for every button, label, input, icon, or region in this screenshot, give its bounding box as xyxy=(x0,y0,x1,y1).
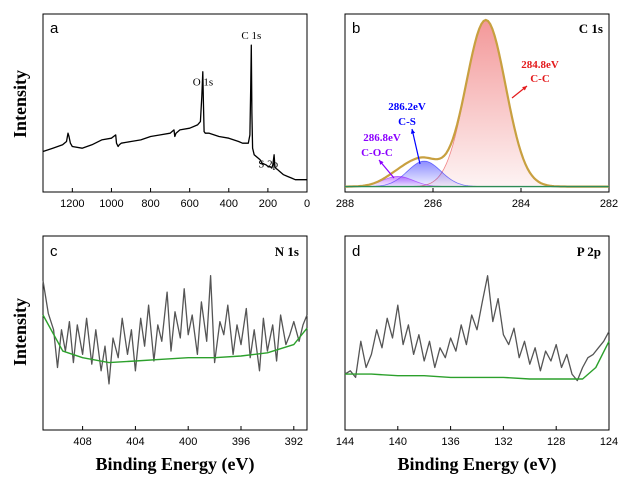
panel-a: a 1200 1000 800 600 400 200 0 C 1s O 1s S 2p xyxy=(42,13,310,210)
panel-b-frame xyxy=(344,13,610,193)
x-tick-label: 282 xyxy=(600,198,618,210)
data-series-line xyxy=(344,275,610,382)
panel-d-plot: 144 140 136 132 128 124 P 2p xyxy=(336,244,618,448)
x-tick-label: 140 xyxy=(389,436,407,448)
data-series-line xyxy=(42,275,308,385)
peak-bond-label: C-S xyxy=(398,116,416,128)
panel-c-letter: c xyxy=(50,243,58,260)
x-tick-label: 392 xyxy=(285,436,303,448)
peak-annotation: C 1s xyxy=(241,30,261,42)
x-tick-label: 200 xyxy=(259,198,277,210)
panel-b-plot: 288 286 284 282 C 1s 284.8eV C-C 286.2eV C-S 286.… xyxy=(336,18,618,210)
x-tick-label: 1000 xyxy=(99,198,123,210)
x-tick-label: 400 xyxy=(179,436,197,448)
x-tick-label: 144 xyxy=(336,436,354,448)
x-tick-label: 286 xyxy=(424,198,442,210)
panel-d-frame xyxy=(344,235,610,431)
panel-title: C 1s xyxy=(579,21,603,36)
x-tick-label: 600 xyxy=(180,198,198,210)
peak-annotation: S 2p xyxy=(258,158,278,170)
data-series-line xyxy=(42,44,307,181)
peak-bond-label: C-C xyxy=(530,73,550,85)
x-axis-title-right: Binding Energy (eV) xyxy=(397,454,556,475)
y-axis-title-top: Intensity xyxy=(10,70,30,138)
panel-title: N 1s xyxy=(275,244,299,259)
panel-d: d 144 140 136 132 128 124 P 2p xyxy=(336,235,618,448)
peak-energy-label: 286.8eV xyxy=(363,132,401,144)
panel-title: P 2p xyxy=(577,244,601,259)
x-axis-title-left: Binding Energy (eV) xyxy=(95,454,254,475)
x-tick-label: 800 xyxy=(141,198,159,210)
peak-energy-label: 284.8eV xyxy=(521,59,559,71)
x-tick-label: 284 xyxy=(512,198,530,210)
panel-c: c 408 404 400 396 392 N 1s xyxy=(42,235,308,448)
x-tick-label: 408 xyxy=(73,436,91,448)
annotation-arrow xyxy=(411,128,421,165)
panel-a-plot: 1200 1000 800 600 400 200 0 C 1s O 1s S 2p xyxy=(42,30,310,210)
y-axis-title-bottom: Intensity xyxy=(10,298,30,366)
peak-bond-label: C-O-C xyxy=(361,147,393,159)
data-series-line xyxy=(42,314,308,364)
x-tick-label: 132 xyxy=(494,436,512,448)
x-tick-label: 128 xyxy=(547,436,565,448)
x-tick-label: 400 xyxy=(220,198,238,210)
peak-energy-label: 286.2eV xyxy=(388,101,426,113)
panel-a-frame xyxy=(42,13,308,193)
panel-d-letter: d xyxy=(352,243,360,260)
x-tick-label: 1200 xyxy=(60,198,84,210)
annotation-arrowhead xyxy=(522,86,527,91)
peak-annotation: O 1s xyxy=(193,77,213,89)
x-tick-label: 124 xyxy=(600,436,618,448)
panel-c-plot: 408 404 400 396 392 N 1s xyxy=(42,244,308,448)
data-series-line xyxy=(345,340,610,380)
annotation-arrowhead xyxy=(379,160,384,165)
x-tick-label: 396 xyxy=(232,436,250,448)
x-tick-label: 404 xyxy=(126,436,144,448)
x-tick-label: 136 xyxy=(441,436,459,448)
x-tick-label: 288 xyxy=(336,198,354,210)
panel-b-letter: b xyxy=(352,20,360,37)
panel-c-frame xyxy=(42,235,308,431)
annotation-arrowhead xyxy=(410,129,416,134)
panel-a-letter: a xyxy=(50,20,59,37)
x-tick-label: 0 xyxy=(304,198,310,210)
fitted-peak-area xyxy=(345,19,609,187)
